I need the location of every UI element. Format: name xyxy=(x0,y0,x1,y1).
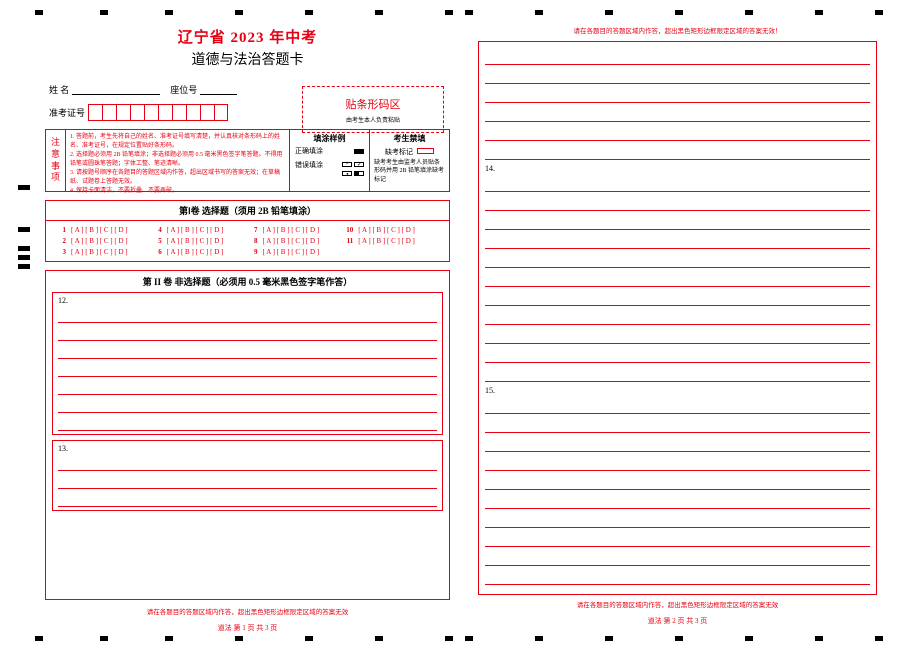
answer-sheet-page-2: 请在各题目的答题区域内作答，超出黑色矩形边框限定区域的答案无效！ 14.15. … xyxy=(475,18,880,618)
seat-field[interactable] xyxy=(200,84,237,95)
title-block: 辽宁省 2023 年中考 道德与法治答题卡 xyxy=(45,26,450,69)
mc-item-10[interactable]: 10[ A ] [ B ] [ C ] [ D ] xyxy=(343,226,439,234)
forbid-title: 考生禁填 xyxy=(370,133,449,144)
fill-example: 填涂样例 正确填涂 错误填涂 xyxy=(289,130,369,191)
footer-warning-p1: 请在各题目的答题区域内作答，超出黑色矩形边框限定区域的答案无效 xyxy=(45,606,450,616)
exam-title-sub: 道德与法治答题卡 xyxy=(45,49,450,69)
mc-item-5[interactable]: 5[ A ] [ B ] [ C ] [ D ] xyxy=(152,237,248,245)
free-response-section: 第 II 卷 非选择题（必须用 0.5 毫米黑色签字笔作答） 12.13. xyxy=(45,270,450,600)
mc-item-1[interactable]: 1[ A ] [ B ] [ C ] [ D ] xyxy=(56,226,152,234)
mc-item-6[interactable]: 6[ A ] [ B ] [ C ] [ D ] xyxy=(152,248,248,256)
mc-item-9[interactable]: 9[ A ] [ B ] [ C ] [ D ] xyxy=(248,248,344,256)
mc-item-3[interactable]: 3[ A ] [ B ] [ C ] [ D ] xyxy=(56,248,152,256)
name-field[interactable] xyxy=(72,84,160,95)
p2-top-warning: 请在各题目的答题区域内作答，超出黑色矩形边框限定区域的答案无效！ xyxy=(475,25,880,35)
mc-item-11[interactable]: 11[ A ] [ B ] [ C ] [ D ] xyxy=(343,237,439,245)
footer-warning-p2: 请在各题目的答题区域内作答，超出黑色矩形边框限定区域的答案无效 xyxy=(475,599,880,609)
question-box[interactable]: 12. xyxy=(52,292,443,435)
question-box[interactable]: 13. xyxy=(52,440,443,511)
answer-sheet-page-1: 辽宁省 2023 年中考 道德与法治答题卡 姓 名 座位号 准考证号 贴条形码区… xyxy=(45,18,450,618)
barcode-area: 贴条形码区 由考生本人负责粘贴 xyxy=(302,86,444,133)
mc-item-8[interactable]: 8[ A ] [ B ] [ C ] [ D ] xyxy=(248,237,344,245)
p2-answer-box: 14.15. xyxy=(478,41,877,595)
mc-grid[interactable]: 1[ A ] [ B ] [ C ] [ D ]4[ A ] [ B ] [ C… xyxy=(46,221,449,261)
free-header: 第 II 卷 非选择题（必须用 0.5 毫米黑色签字笔作答） xyxy=(46,271,449,292)
id-label: 准考证号 xyxy=(49,106,85,119)
forbid-text: 缺考考生由监考人员贴条形码并用 2B 铅笔填涂缺考标记 xyxy=(370,157,449,186)
barcode-title: 贴条形码区 xyxy=(303,96,443,112)
barcode-note: 由考生本人负责粘贴 xyxy=(303,115,443,124)
name-label: 姓 名 xyxy=(49,83,69,96)
question-box[interactable] xyxy=(485,46,870,160)
mc-header: 第Ⅰ卷 选择题（须用 2B 铅笔填涂） xyxy=(46,201,449,221)
absent-checkbox[interactable] xyxy=(417,148,434,154)
seat-label: 座位号 xyxy=(170,83,197,96)
candidate-forbid: 考生禁填 缺考标记 缺考考生由监考人员贴条形码并用 2B 铅笔填涂缺考标记 xyxy=(369,130,449,191)
fill-example-title: 填涂样例 xyxy=(290,133,369,144)
question-box[interactable]: 14. xyxy=(485,164,870,382)
mc-item-2[interactable]: 2[ A ] [ B ] [ C ] [ D ] xyxy=(56,237,152,245)
mc-item-7[interactable]: 7[ A ] [ B ] [ C ] [ D ] xyxy=(248,226,344,234)
notice-text: 1. 答题前，考生先将自己的姓名、准考证号填写清楚，并认真核对条形码上的姓名、准… xyxy=(66,130,289,191)
id-boxes[interactable] xyxy=(88,104,228,121)
multiple-choice-section: 第Ⅰ卷 选择题（须用 2B 铅笔填涂） 1[ A ] [ B ] [ C ] [… xyxy=(45,200,450,262)
question-box[interactable]: 15. xyxy=(485,386,870,585)
notice-block: 注意 事项 1. 答题前，考生先将自己的姓名、准考证号填写清楚，并认真核对条形码… xyxy=(45,129,450,192)
mc-item-4[interactable]: 4[ A ] [ B ] [ C ] [ D ] xyxy=(152,226,248,234)
notice-label: 注意 事项 xyxy=(46,130,66,191)
exam-title-main: 辽宁省 2023 年中考 xyxy=(45,26,450,47)
page-number-2: 道法 第 2 页 共 3 页 xyxy=(475,616,880,626)
page-number-1: 道法 第 1 页 共 3 页 xyxy=(45,623,450,633)
